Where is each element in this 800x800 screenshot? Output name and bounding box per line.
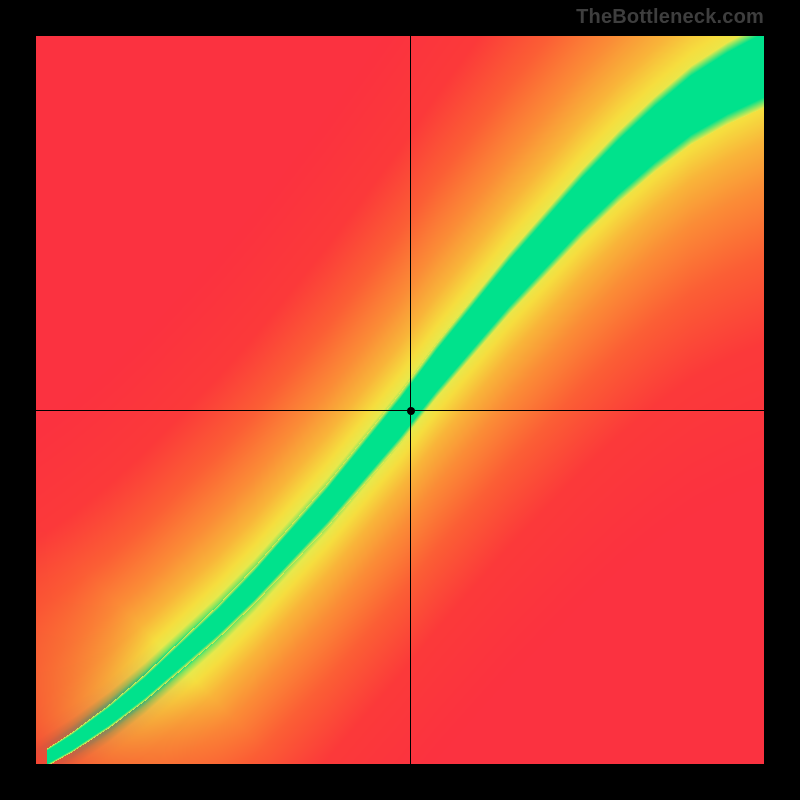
- crosshair-horizontal: [36, 410, 764, 411]
- heatmap-canvas: [36, 36, 764, 764]
- crosshair-marker: [407, 407, 415, 415]
- crosshair-vertical: [410, 36, 411, 764]
- watermark-text: TheBottleneck.com: [576, 6, 764, 29]
- heatmap-plot: [36, 36, 764, 764]
